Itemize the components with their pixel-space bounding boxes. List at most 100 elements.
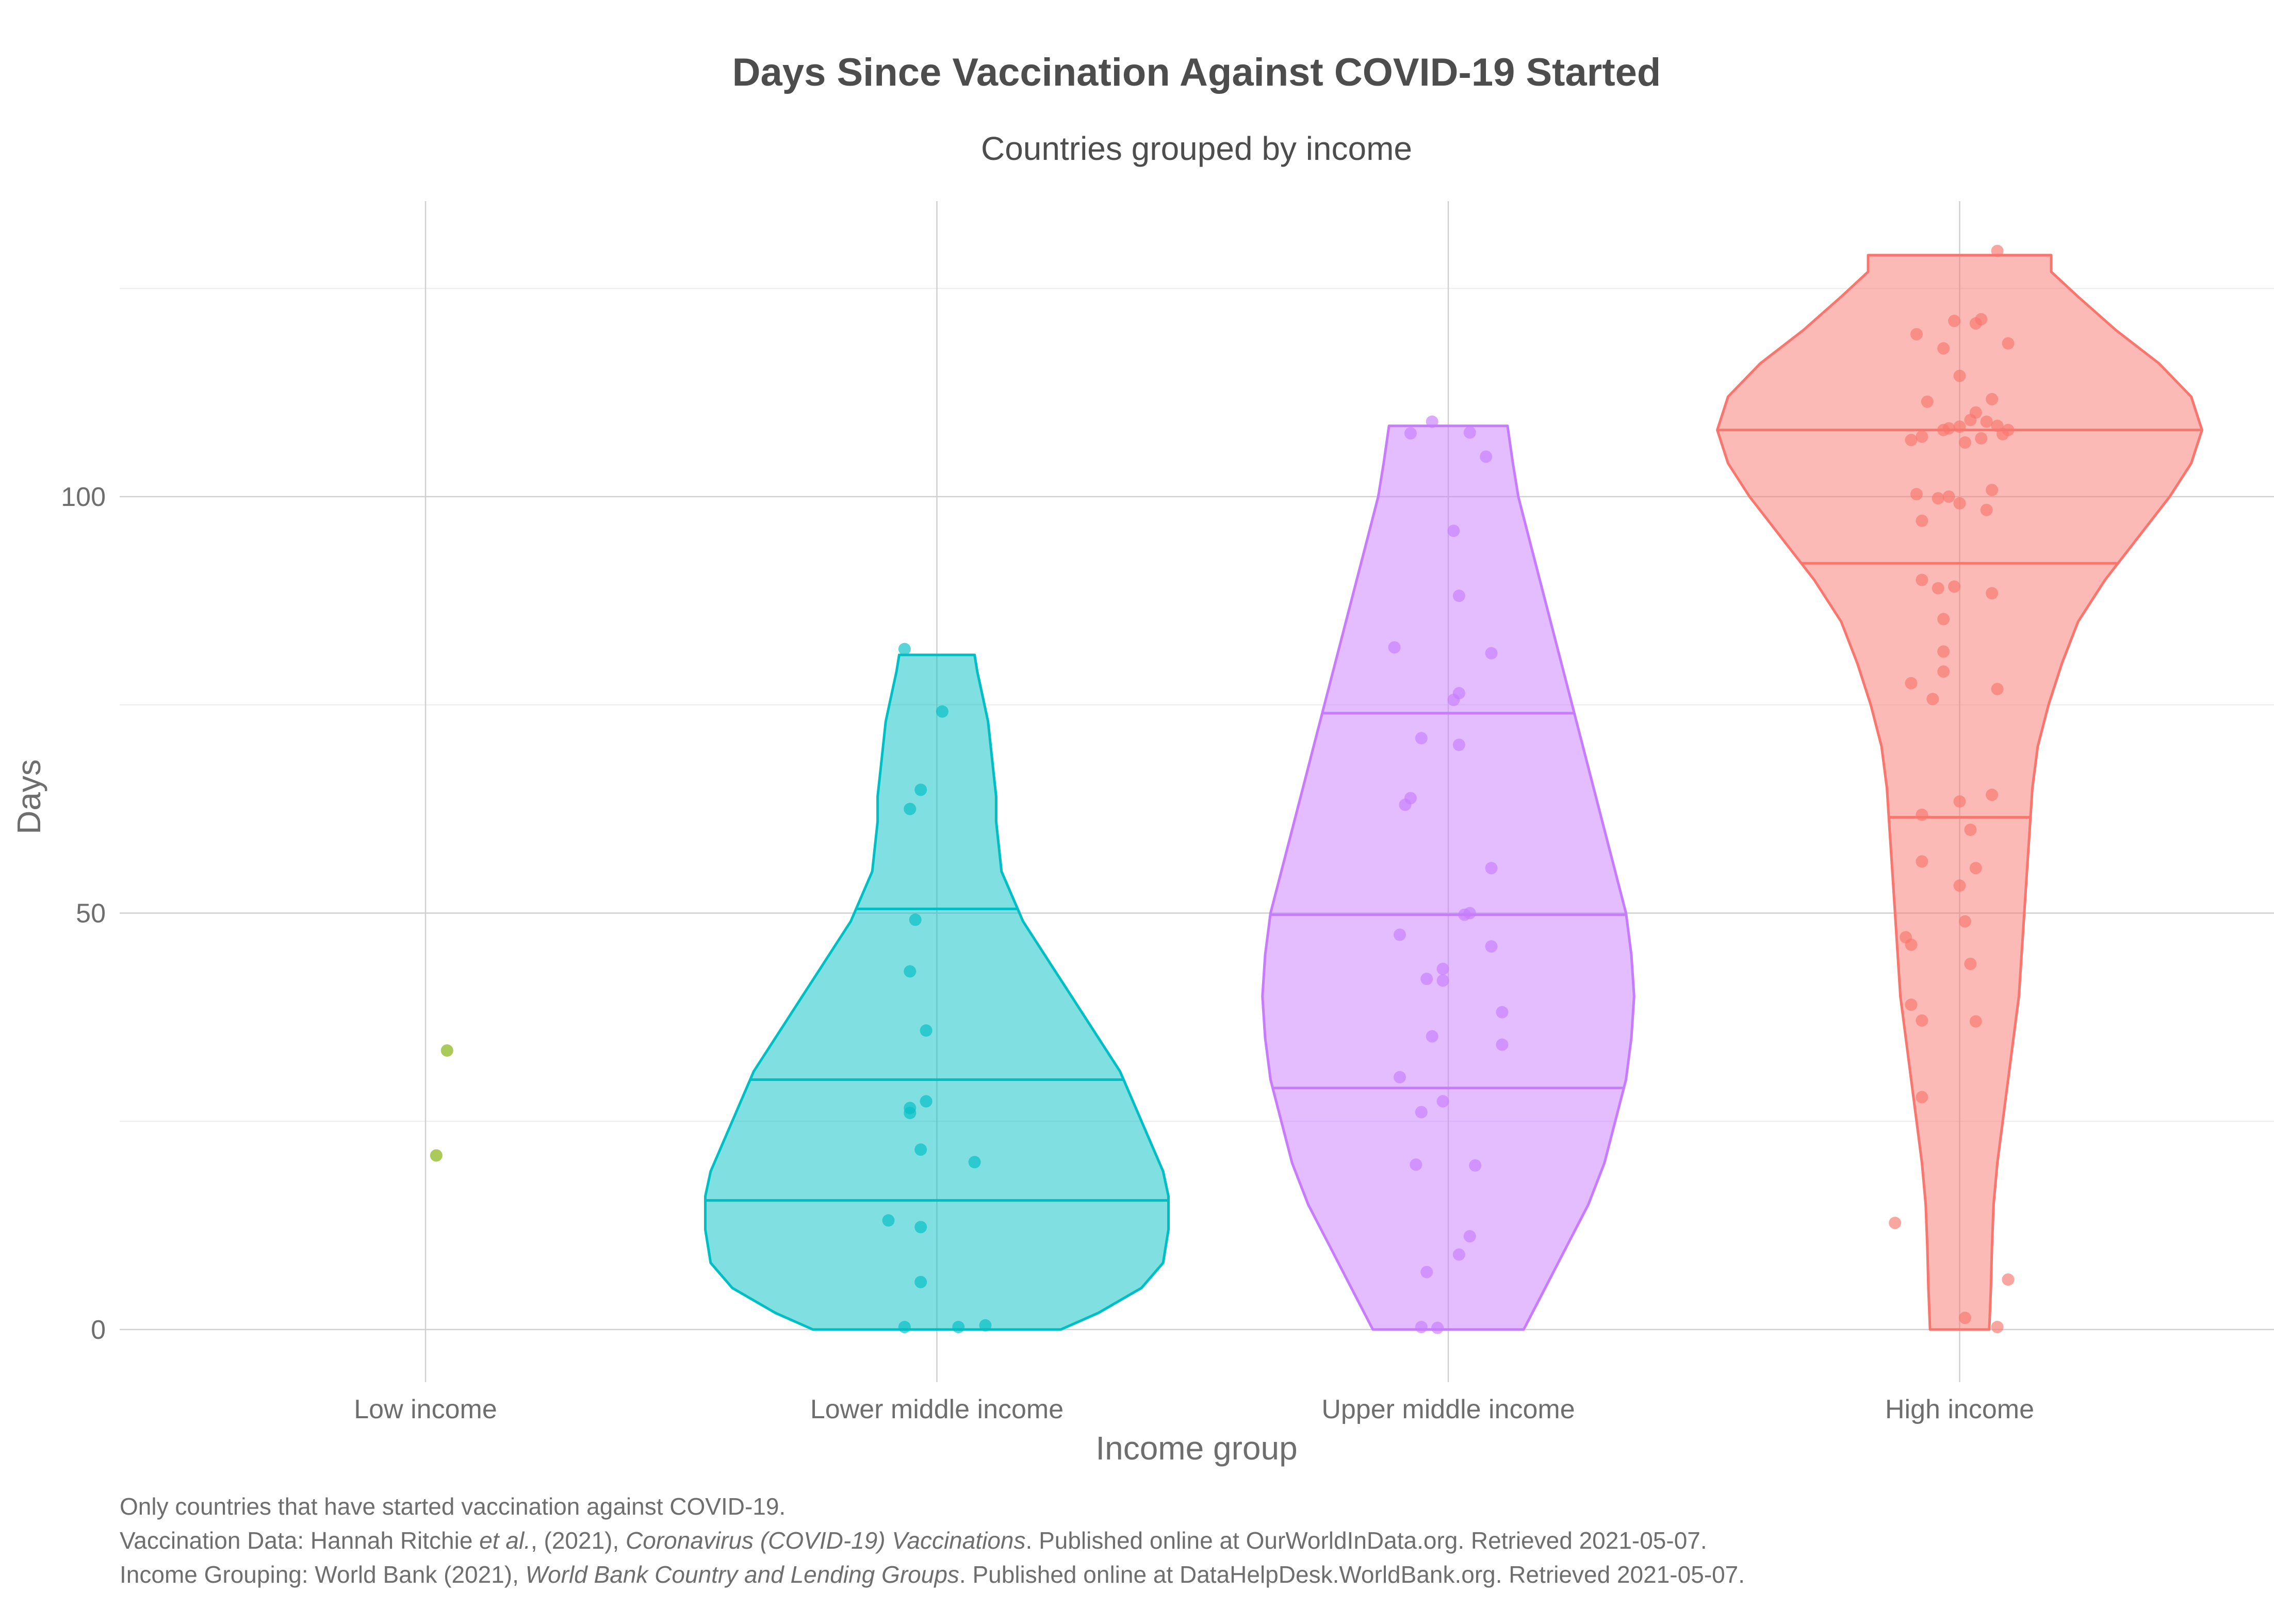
data-point <box>914 1275 927 1288</box>
violin-body <box>704 653 1170 1331</box>
data-point <box>1997 428 2009 440</box>
chart-title: Days Since Vaccination Against COVID-19 … <box>732 51 1661 94</box>
data-point <box>1975 432 1988 445</box>
data-point <box>1415 1106 1428 1119</box>
data-point <box>914 1221 927 1234</box>
data-point <box>936 705 948 718</box>
data-point <box>1905 938 1918 951</box>
data-point <box>909 913 922 926</box>
caption-italic: Coronavirus (COVID-19) Vaccinations <box>626 1527 1026 1554</box>
y-tick-label: 0 <box>91 1315 106 1345</box>
data-point <box>1980 415 1993 428</box>
data-point <box>440 1044 453 1057</box>
caption-text: Income Grouping: World Bank (2021), <box>120 1561 526 1588</box>
x-tick-label: High income <box>1885 1395 2034 1424</box>
data-point <box>1991 683 2004 696</box>
data-point <box>1986 393 1999 406</box>
data-point <box>1905 677 1918 690</box>
data-point <box>914 1143 927 1156</box>
data-point <box>1980 503 1993 516</box>
data-point <box>1388 641 1401 654</box>
data-point <box>914 783 927 796</box>
caption-line-1: Only countries that have started vaccina… <box>120 1493 786 1520</box>
data-point <box>1905 434 1918 447</box>
data-point <box>1916 430 1928 443</box>
data-point <box>1463 1230 1476 1243</box>
x-axis-label: Income group <box>1095 1430 1297 1467</box>
data-point <box>1420 1266 1433 1278</box>
axis-layer: 0 50 100 Low income Lower middle income Upper… <box>61 482 2034 1424</box>
data-point <box>1975 313 1988 326</box>
data-point <box>1916 514 1928 527</box>
data-point <box>1420 973 1433 986</box>
data-point <box>1916 1091 1928 1104</box>
data-point <box>1969 862 1982 875</box>
data-point <box>2002 337 2015 350</box>
data-point <box>1948 315 1961 327</box>
caption-text: Vaccination Data: Hannah Ritchie <box>120 1527 480 1554</box>
caption-italic: et al. <box>479 1527 531 1554</box>
data-point <box>1958 436 1971 449</box>
data-point <box>1916 1014 1928 1027</box>
data-point <box>920 1095 932 1108</box>
data-point <box>1394 1071 1406 1084</box>
caption-italic: World Bank Country and Lending Groups <box>525 1561 959 1588</box>
data-point <box>1452 739 1465 751</box>
data-point <box>979 1319 992 1332</box>
data-point <box>1986 484 1999 497</box>
data-point <box>1463 426 1476 439</box>
point-layer <box>430 244 2015 1334</box>
data-point <box>1410 1158 1422 1171</box>
data-point <box>1953 795 1966 808</box>
caption-text: , (2021), <box>530 1527 626 1554</box>
data-point <box>904 1107 917 1120</box>
data-point <box>1447 524 1460 537</box>
data-point <box>1932 582 1944 595</box>
data-point <box>1426 415 1438 428</box>
data-point <box>1937 613 1950 626</box>
data-point <box>1953 420 1966 433</box>
chart-subtitle: Countries grouped by income <box>981 130 1412 167</box>
data-point <box>1926 693 1939 706</box>
data-point <box>1953 497 1966 510</box>
data-point <box>1447 694 1460 707</box>
data-point <box>1415 732 1428 745</box>
data-point <box>920 1024 932 1037</box>
x-tick-label: Lower middle income <box>810 1395 1064 1424</box>
data-point <box>1937 423 1950 436</box>
data-point <box>1426 1030 1438 1043</box>
data-point <box>904 802 917 815</box>
y-axis-label: Days <box>10 759 47 834</box>
data-point <box>1937 665 1950 678</box>
data-point <box>1986 789 1999 801</box>
data-point <box>1916 808 1928 821</box>
data-point <box>1436 962 1449 975</box>
data-point <box>1485 647 1498 660</box>
data-point <box>1496 1006 1509 1019</box>
data-point <box>968 1156 981 1169</box>
data-point <box>1436 974 1449 987</box>
data-point <box>1953 369 1966 382</box>
data-point <box>1910 488 1923 501</box>
data-point <box>1937 342 1950 355</box>
data-point <box>882 1214 895 1227</box>
data-point <box>1469 1159 1482 1172</box>
data-point <box>1910 328 1923 341</box>
data-point <box>1964 824 1977 836</box>
data-point <box>1431 1321 1444 1334</box>
caption-text: . Published online at DataHelpDesk.World… <box>959 1561 1745 1588</box>
violin-layer <box>704 254 2203 1331</box>
caption-line-2: Vaccination Data: Hannah Ritchie et al.,… <box>120 1523 1745 1557</box>
data-point <box>904 965 917 978</box>
violin-body <box>1261 424 1635 1331</box>
x-tick-label: Upper middle income <box>1321 1395 1575 1424</box>
data-point <box>1916 855 1928 868</box>
data-point <box>898 1321 911 1334</box>
data-point <box>1404 427 1417 440</box>
data-point <box>1958 1311 1971 1324</box>
data-point <box>1916 573 1928 586</box>
caption-line-3: Income Grouping: World Bank (2021), Worl… <box>120 1557 1745 1592</box>
violin-body <box>1716 254 2203 1331</box>
data-point <box>898 643 911 655</box>
